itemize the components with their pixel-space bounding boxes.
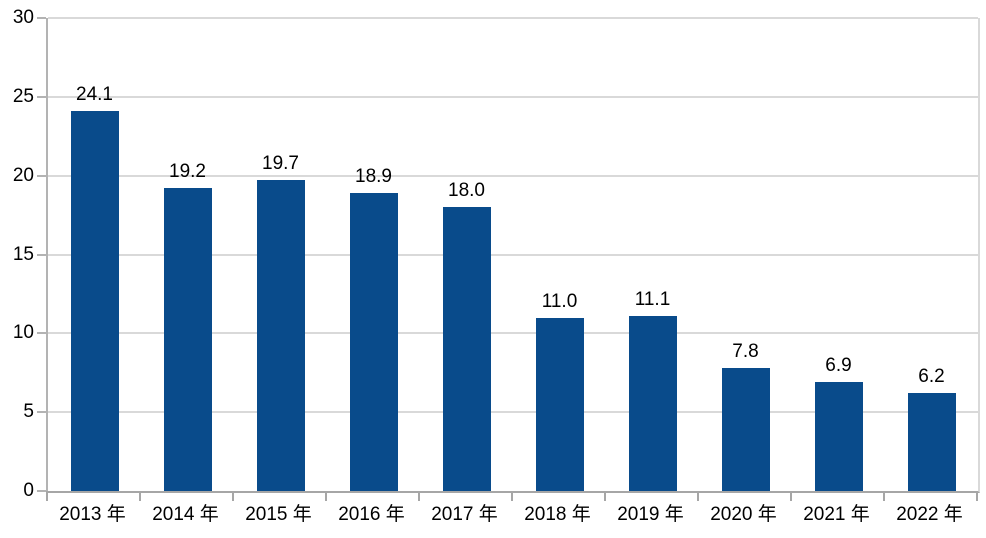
y-tick-label-30: 30 — [12, 7, 34, 28]
y-tick-label-25: 25 — [12, 85, 34, 107]
value-label-2022 年: 6.2 — [918, 366, 945, 388]
bar-slot-2016 年: 18.9 — [327, 18, 420, 491]
bar-slot-2021 年: 6.9 — [792, 18, 885, 491]
y-tick-mark-15 — [37, 253, 46, 256]
value-label-2020 年: 7.8 — [732, 341, 759, 363]
x-tick-label-2013 年: 2013 年 — [59, 504, 126, 525]
plot-area: 24.1 19.2 19.7 18.9 18.0 11.0 11.1 7.8 6.9 6.2 — [46, 17, 980, 493]
x-tick-mark-5 — [511, 491, 513, 501]
gridline-5 — [48, 411, 978, 414]
bar-slot-2017 年: 18.0 — [420, 18, 513, 491]
x-tick-mark-9 — [883, 491, 885, 501]
bar-2020 年 — [721, 368, 770, 491]
value-label-2013 年: 24.1 — [76, 84, 113, 106]
x-tick-label-2021 年: 2021 年 — [803, 504, 870, 525]
bar-2018 年 — [535, 317, 584, 491]
bar-slot-2019 年: 11.1 — [606, 18, 699, 491]
x-tick-label-2014 年: 2014 年 — [152, 504, 219, 525]
bar-slot-2018 年: 11.0 — [513, 18, 606, 491]
bar-slot-2020 年: 7.8 — [699, 18, 792, 491]
x-tick-label-2020 年: 2020 年 — [710, 504, 777, 525]
gridline-15 — [48, 253, 978, 256]
x-tick-mark-6 — [604, 491, 606, 501]
bar-2021 年 — [814, 382, 863, 491]
bar-slot-2015 年: 19.7 — [234, 18, 327, 491]
x-tick-label-2017 年: 2017 年 — [431, 504, 498, 525]
x-tick-mark-4 — [418, 491, 420, 501]
x-tick-label-2018 年: 2018 年 — [524, 504, 591, 525]
value-label-2018 年: 11.0 — [541, 290, 578, 312]
x-tick-label-2016 年: 2016 年 — [338, 504, 405, 525]
x-tick-mark-8 — [790, 491, 792, 501]
bar-2022 年 — [907, 393, 956, 491]
x-tick-label-2015 年: 2015 年 — [245, 504, 312, 525]
y-tick-mark-20 — [37, 174, 46, 177]
y-tick-mark-10 — [37, 332, 46, 335]
x-tick-mark-1 — [139, 491, 141, 501]
value-label-2017 年: 18.0 — [448, 180, 485, 202]
bar-2016 年 — [349, 193, 398, 491]
value-label-2021 年: 6.9 — [825, 355, 852, 377]
x-tick-mark-0 — [46, 491, 48, 501]
x-tick-mark-10 — [976, 491, 978, 501]
x-tick-mark-3 — [325, 491, 327, 501]
value-label-2014 年: 19.2 — [169, 161, 206, 183]
gridline-10 — [48, 332, 978, 335]
x-tick-mark-7 — [697, 491, 699, 501]
bar-2015 年 — [256, 180, 305, 491]
x-tick-label-2019 年: 2019 年 — [617, 504, 684, 525]
x-tick-mark-2 — [232, 491, 234, 501]
y-tick-mark-5 — [37, 411, 46, 414]
y-tick-label-20: 20 — [12, 164, 34, 186]
x-tick-label-2022 年: 2022 年 — [896, 504, 963, 525]
bar-slot-2013 年: 24.1 — [48, 18, 141, 491]
bar-slot-2014 年: 19.2 — [141, 18, 234, 491]
y-tick-mark-0 — [37, 490, 46, 492]
value-label-2015 年: 19.7 — [262, 153, 299, 175]
value-label-2019 年: 11.1 — [634, 289, 671, 310]
y-tick-label-0: 0 — [23, 480, 34, 501]
bar-2019 年 — [628, 316, 677, 491]
y-tick-label-10: 10 — [12, 322, 34, 344]
bar-2017 年 — [442, 207, 491, 491]
y-tick-label-5: 5 — [23, 401, 34, 423]
y-tick-mark-25 — [37, 95, 46, 98]
bar-2014 年 — [163, 188, 212, 491]
gridline-30 — [48, 17, 978, 19]
bar-2013 年 — [70, 111, 119, 491]
y-tick-label-15: 15 — [12, 243, 34, 265]
y-tick-mark-30 — [37, 17, 46, 19]
bar-slot-2022 年: 6.2 — [885, 18, 978, 491]
gridline-25 — [48, 95, 978, 98]
gridline-20 — [48, 174, 978, 177]
bar-series: 24.1 19.2 19.7 18.9 18.0 11.0 11.1 7.8 6.9 6.2 — [48, 18, 978, 491]
value-label-2016 年: 18.9 — [355, 166, 392, 188]
